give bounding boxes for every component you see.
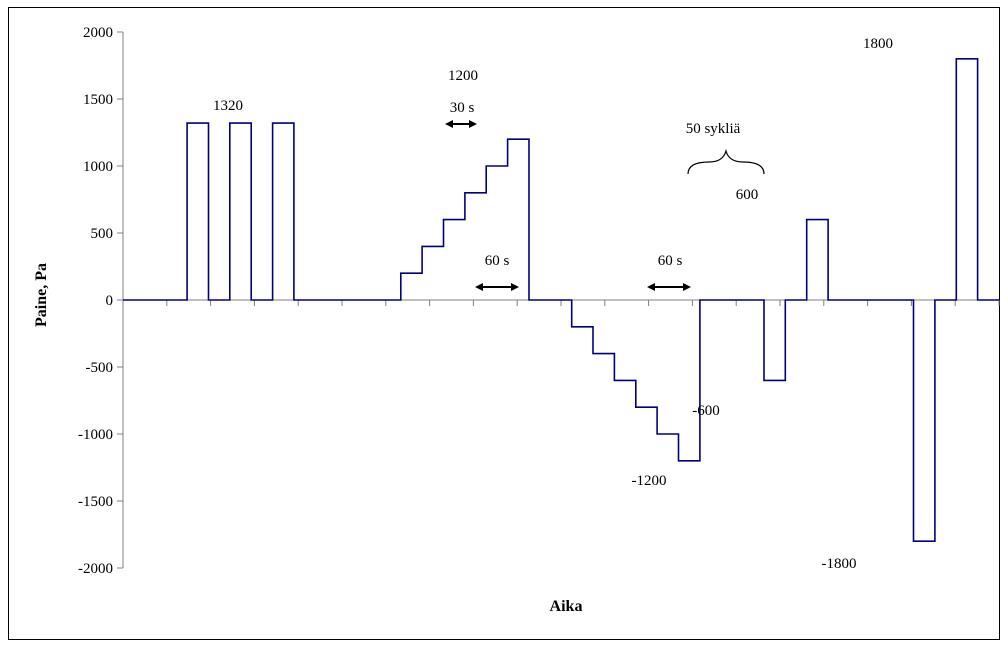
arrow-head-right [683,283,691,291]
annotation-cycles: 50 sykliä [686,121,741,137]
annotation-peak_1200: 1200 [448,68,478,84]
annotation-peak_neg1200: -1200 [632,473,667,489]
pressure-chart: 2000 1500 1000 500 0 -500 -1000 -1500 -2000 1320… [9,8,1001,641]
annotation-dur_60s_b: 60 s [658,253,683,269]
y-tick-label: 2000 [83,25,113,41]
arrow-head-right [469,120,477,128]
arrow-dur_30s [445,120,477,128]
arrow-dur_60s_b [647,283,691,291]
arrow-dur_60s_a [475,283,519,291]
arrow-head-right [511,283,519,291]
y-tick-label: 1500 [83,92,113,108]
y-tick-label: -2000 [78,561,113,577]
cycles-brace [688,151,764,174]
arrow-head-left [647,283,655,291]
x-axis-title: Aika [550,598,583,615]
annotation-peak_1800: 1800 [863,36,893,52]
y-tick-label: 500 [91,226,114,242]
y-tick-label: 1000 [83,159,113,175]
y-tick-label: 0 [106,293,114,309]
annotation-peak_1320: 1320 [213,98,243,114]
pressure-series-line [123,59,999,541]
arrow-head-left [445,120,453,128]
annotation-peak_neg1800: -1800 [822,556,857,572]
annotation-peak_600: 600 [736,187,759,203]
y-tick-label: -1000 [78,427,113,443]
annotation-dur_30s: 30 s [450,100,475,116]
annotation-dur_60s_a: 60 s [485,253,510,269]
chart-frame: 2000 1500 1000 500 0 -500 -1000 -1500 -2000 1320… [8,7,1000,640]
y-tick-label: -500 [86,360,114,376]
y-axis-title: Paine, Pa [33,263,50,327]
arrow-head-left [475,283,483,291]
annotation-peak_neg600: -600 [692,403,720,419]
y-tick-label: -1500 [78,494,113,510]
